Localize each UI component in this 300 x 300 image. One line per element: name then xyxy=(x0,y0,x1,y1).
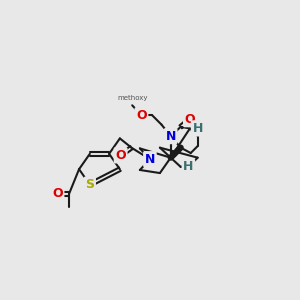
Text: O: O xyxy=(184,113,195,126)
Text: O: O xyxy=(52,187,63,200)
Text: S: S xyxy=(85,178,94,191)
Text: O: O xyxy=(115,149,126,162)
Text: N: N xyxy=(145,153,155,166)
Text: H: H xyxy=(193,122,203,135)
Text: H: H xyxy=(183,160,194,173)
Text: methoxy: methoxy xyxy=(117,95,147,101)
Text: N: N xyxy=(166,130,176,142)
Text: O: O xyxy=(136,109,147,122)
